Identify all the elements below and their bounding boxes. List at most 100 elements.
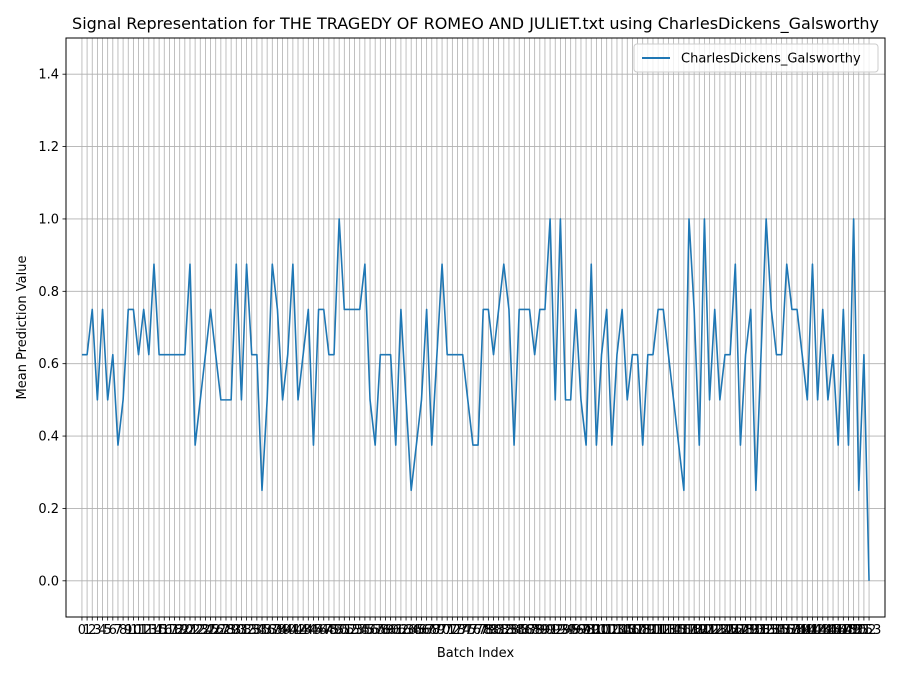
y-tick-label: 1.0 [38,212,59,227]
x-tick-label: 37 [264,623,281,638]
y-tick-label: 0.8 [38,285,59,300]
x-tick-label: 137 [774,623,799,638]
x-tick-label: 56 [362,623,379,638]
x-tick-label: 136 [769,623,794,638]
x-tick-label: 44 [300,623,317,638]
x-tick-label: 131 [743,623,768,638]
x-tick-label: 66 [413,623,430,638]
x-tick-label: 22 [187,623,204,638]
x-tick-label: 40 [279,623,296,638]
x-tick-label: 148 [831,623,856,638]
x-tick-label: 77 [470,623,487,638]
y-axis-ticks: 0.0 0.2 0.4 0.6 0.8 1.0 1.2 1.4 [38,68,66,589]
x-tick-label: 1 [83,623,91,638]
series-line-charlesdickens-galsworthy [81,218,870,581]
x-tick-label: 64 [403,623,420,638]
x-tick-label: 61 [387,623,404,638]
x-tick-label: 83 [501,623,518,638]
x-tick-label: 80 [485,623,502,638]
x-tick-label: 109 [630,623,655,638]
y-grid-lines [66,73,885,582]
y-tick-label: 0.0 [38,574,59,589]
x-tick-label: 57 [367,623,384,638]
x-tick-label: 140 [790,623,815,638]
x-tick-label: 113 [651,623,676,638]
x-tick-label: 112 [646,623,671,638]
x-tick-label: 48 [321,623,338,638]
x-tick-label: 69 [429,623,446,638]
x-tick-label: 142 [800,623,825,638]
x-tick-label: 9 [124,623,132,638]
x-tick-label: 95 [562,623,579,638]
x-tick-label: 52 [341,623,358,638]
x-tick-label: 68 [423,623,440,638]
x-tick-label: 30 [228,623,245,638]
x-tick-label: 87 [521,623,538,638]
x-tick-label: 16 [156,623,173,638]
x-tick-label: 6 [109,623,117,638]
x-tick-label: 5 [104,623,112,638]
x-tick-label: 70 [434,623,451,638]
x-tick-label: 0 [78,623,86,638]
x-tick-label: 88 [526,623,543,638]
x-tick-label: 41 [285,623,302,638]
series-lines [81,218,870,581]
x-tick-label: 141 [795,623,820,638]
x-tick-label: 130 [738,623,763,638]
x-tick-label: 32 [238,623,255,638]
x-tick-label: 153 [857,623,882,638]
legend-box [633,43,879,73]
x-tick-label: 93 [552,623,569,638]
x-tick-label: 102 [594,623,619,638]
x-tick-label: 12 [135,623,152,638]
x-tick-label: 104 [605,623,630,638]
x-tick-label: 72 [444,623,461,638]
x-tick-label: 58 [372,623,389,638]
x-tick-label: 54 [351,623,368,638]
x-tick-label: 92 [547,623,564,638]
x-tick-label: 106 [615,623,640,638]
x-tick-label: 55 [357,623,374,638]
x-tick-label: 26 [207,623,224,638]
x-tick-label: 110 [635,623,660,638]
x-tick-label: 3 [93,623,101,638]
x-tick-label: 17 [161,623,178,638]
x-tick-label: 29 [223,623,240,638]
x-tick-label: 89 [532,623,549,638]
plot-frame [65,37,886,618]
x-tick-label: 27 [213,623,230,638]
x-axis-label: Batch Index [437,646,515,661]
x-tick-label: 94 [557,623,574,638]
x-tick-label: 45 [305,623,322,638]
x-tick-label: 25 [202,623,219,638]
x-tick-label: 19 [171,623,188,638]
x-tick-label: 49 [326,623,343,638]
x-tick-label: 7 [114,623,122,638]
x-tick-label: 24 [197,623,214,638]
x-tick-label: 151 [846,623,871,638]
x-tick-label: 50 [331,623,348,638]
x-tick-label: 53 [346,623,363,638]
x-tick-label: 128 [728,623,753,638]
x-tick-label: 62 [393,623,410,638]
x-tick-label: 78 [475,623,492,638]
x-tick-label: 138 [779,623,804,638]
x-tick-label: 36 [259,623,276,638]
x-tick-label: 79 [480,623,497,638]
x-tick-label: 11 [130,623,147,638]
x-tick-label: 108 [625,623,650,638]
x-tick-label: 121 [692,623,717,638]
x-tick-label: 51 [336,623,353,638]
x-tick-label: 114 [656,623,681,638]
x-tick-label: 139 [785,623,810,638]
x-tick-label: 144 [810,623,835,638]
x-tick-label: 132 [749,623,774,638]
x-tick-label: 145 [815,623,840,638]
x-tick-label: 126 [718,623,743,638]
x-tick-label: 149 [836,623,861,638]
x-tick-label: 150 [841,623,866,638]
x-tick-label: 120 [687,623,712,638]
x-tick-label: 117 [671,623,696,638]
x-tick-label: 71 [439,623,456,638]
